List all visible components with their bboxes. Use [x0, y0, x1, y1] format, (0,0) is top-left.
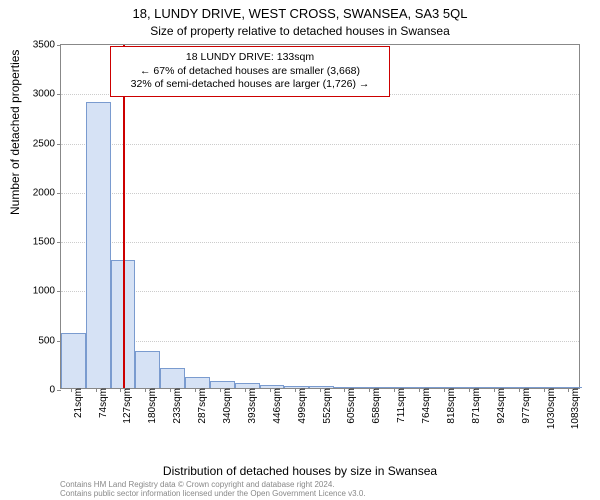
xtick-label: 605sqm [344, 388, 357, 424]
histogram-bar [135, 351, 160, 388]
annotation-box: 18 LUNDY DRIVE: 133sqm ← 67% of detached… [110, 46, 390, 97]
xtick-label: 499sqm [295, 388, 308, 424]
y-axis-label: Number of detached properties [8, 50, 22, 215]
xtick-label: 1083sqm [568, 388, 581, 429]
xtick-label: 658sqm [369, 388, 382, 424]
histogram-bar [86, 102, 111, 388]
xtick-label: 977sqm [519, 388, 532, 424]
histogram-bar [160, 368, 185, 388]
figure-container: 18, LUNDY DRIVE, WEST CROSS, SWANSEA, SA… [0, 0, 600, 500]
ytick-label: 1000 [33, 286, 61, 297]
title-sub: Size of property relative to detached ho… [0, 24, 600, 38]
xtick-label: 287sqm [195, 388, 208, 424]
gridline [61, 144, 579, 145]
footer-line-2: Contains public sector information licen… [60, 489, 590, 498]
footer-attribution: Contains HM Land Registry data © Crown c… [60, 480, 590, 498]
xtick-label: 1030sqm [544, 388, 557, 429]
xtick-label: 924sqm [494, 388, 507, 424]
annotation-line-1: 18 LUNDY DRIVE: 133sqm [119, 51, 381, 65]
xtick-label: 21sqm [71, 388, 84, 418]
ytick-label: 0 [49, 385, 61, 396]
title-main: 18, LUNDY DRIVE, WEST CROSS, SWANSEA, SA… [0, 6, 600, 21]
xtick-label: 180sqm [145, 388, 158, 424]
histogram-bar [185, 377, 210, 388]
xtick-label: 711sqm [394, 388, 407, 423]
ytick-label: 3000 [33, 89, 61, 100]
xtick-label: 74sqm [96, 388, 109, 418]
gridline [61, 242, 579, 243]
xtick-label: 233sqm [170, 388, 183, 424]
xtick-label: 552sqm [320, 388, 333, 424]
xtick-label: 340sqm [220, 388, 233, 424]
histogram-bar [61, 333, 86, 388]
xtick-label: 818sqm [444, 388, 457, 424]
x-axis-label: Distribution of detached houses by size … [0, 464, 600, 478]
ytick-label: 3500 [33, 40, 61, 51]
gridline [61, 193, 579, 194]
xtick-label: 393sqm [245, 388, 258, 424]
xtick-label: 764sqm [419, 388, 432, 424]
footer-line-1: Contains HM Land Registry data © Crown c… [60, 480, 590, 489]
xtick-label: 127sqm [120, 388, 133, 424]
histogram-bar [210, 381, 235, 388]
ytick-label: 1500 [33, 237, 61, 248]
xtick-label: 871sqm [469, 388, 482, 424]
annotation-line-3: 32% of semi-detached houses are larger (… [119, 78, 381, 92]
xtick-label: 446sqm [270, 388, 283, 424]
ytick-label: 2500 [33, 138, 61, 149]
ytick-label: 2000 [33, 187, 61, 198]
ytick-label: 500 [38, 335, 61, 346]
gridline [61, 341, 579, 342]
annotation-line-2: ← 67% of detached houses are smaller (3,… [119, 65, 381, 79]
gridline [61, 291, 579, 292]
